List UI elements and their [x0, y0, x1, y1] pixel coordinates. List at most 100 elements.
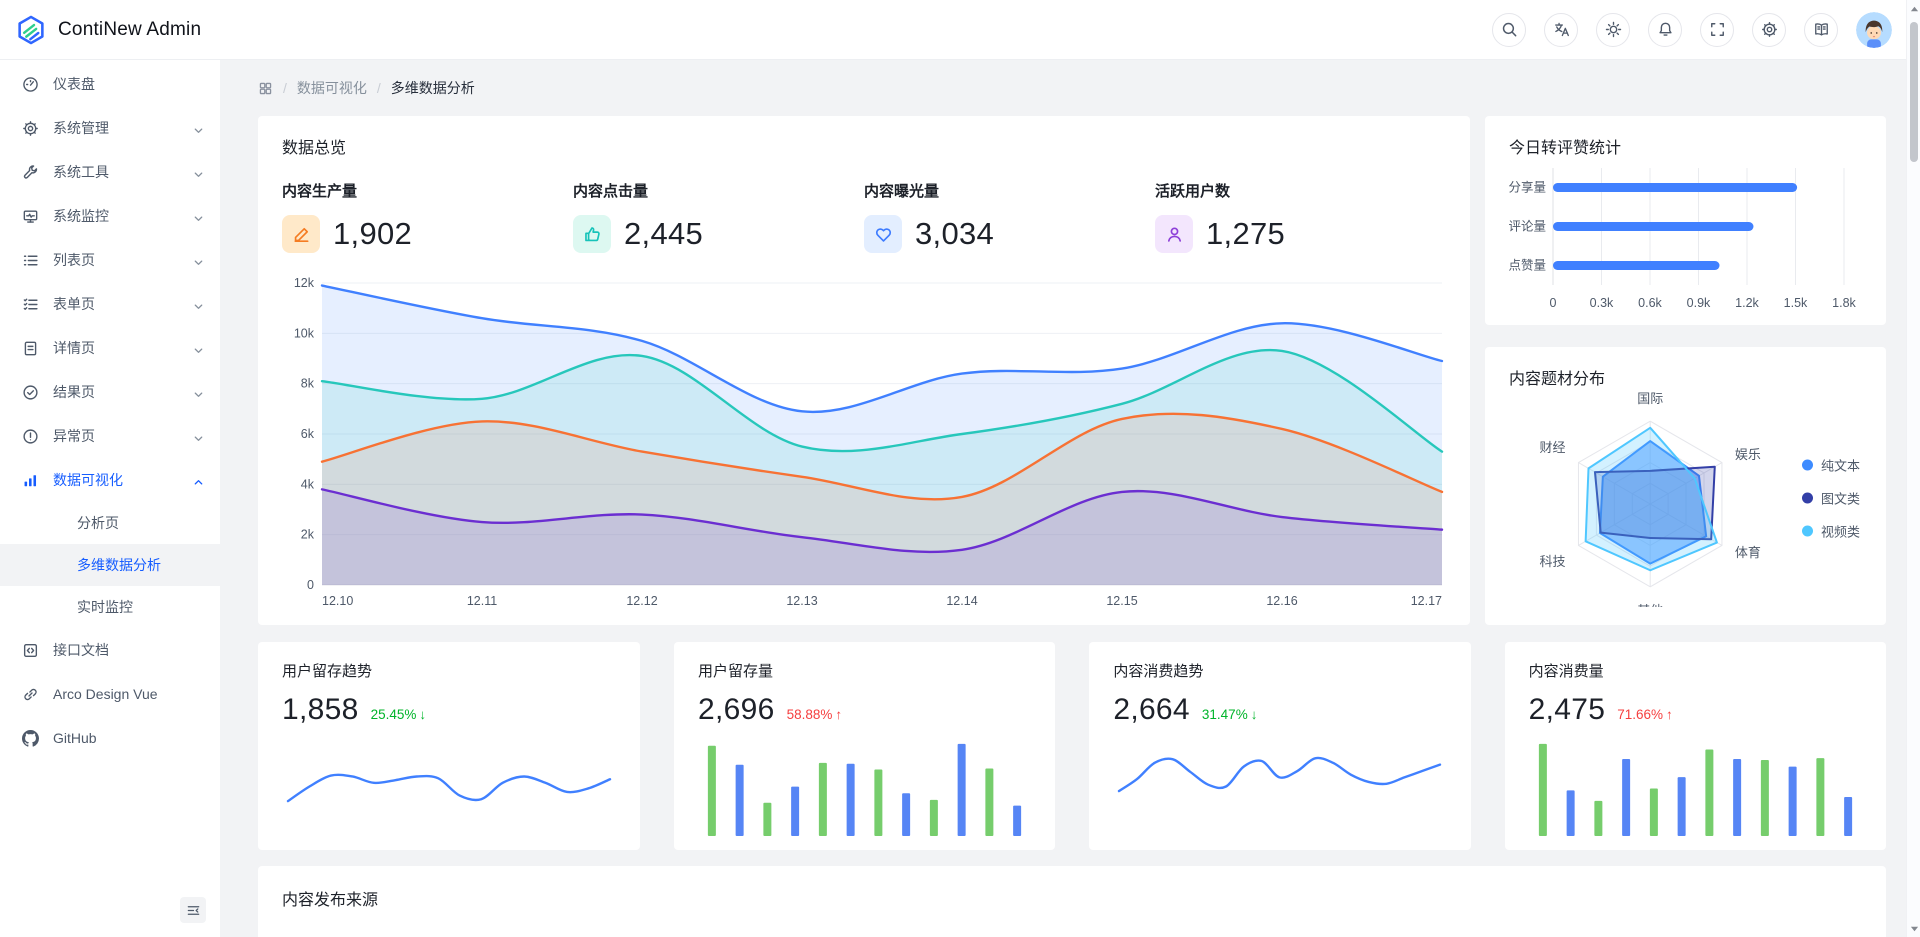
- scroll-down-arrow[interactable]: [1907, 921, 1920, 935]
- sidebar-subitem-multi-dimension-analysis[interactable]: 多维数据分析: [0, 544, 220, 586]
- svg-text:0: 0: [1550, 296, 1557, 310]
- warning-circle-icon: [22, 428, 39, 445]
- svg-text:12.15: 12.15: [1106, 594, 1137, 608]
- settings-button[interactable]: [1752, 12, 1786, 47]
- user-avatar[interactable]: [1856, 11, 1892, 48]
- svg-text:体育: 体育: [1735, 545, 1761, 560]
- legend-item[interactable]: 图文类: [1801, 489, 1860, 508]
- sidebar-item-label: 异常页: [53, 428, 95, 444]
- thumb-up-icon: [573, 215, 611, 253]
- pencil-icon: [282, 215, 320, 253]
- legend-dot-icon: [1801, 525, 1813, 537]
- theme-light-icon: [1605, 21, 1621, 38]
- chevron-down-icon: [193, 167, 204, 178]
- sidebar-item-arco-design-vue[interactable]: Arco Design Vue: [0, 672, 220, 716]
- sidebar-item-system-tools[interactable]: 系统工具: [0, 150, 220, 194]
- svg-text:12.14: 12.14: [946, 594, 977, 608]
- overview-area-chart: 0 2k 4k 6k 8k 10k 12k 12.10 12.11 12.12 12.13 12.14…: [282, 271, 1446, 613]
- sidebar-item-label: 表单页: [53, 296, 95, 312]
- sidebar-item-form-pages[interactable]: 表单页: [0, 282, 220, 326]
- stat-content-clicks: 内容点击量 2,445: [573, 180, 864, 253]
- stat-value: 2,445: [624, 216, 704, 251]
- breadcrumb-current: 多维数据分析: [390, 80, 475, 96]
- sidebar-subitem-analysis[interactable]: 分析页: [0, 502, 220, 544]
- apps-grid-icon[interactable]: [258, 81, 273, 96]
- metric-card-retention-volume: 用户留存量 2,696 58.88% ↑: [674, 642, 1056, 850]
- sidebar-item-data-visualization[interactable]: 数据可视化: [0, 458, 220, 502]
- sidebar-item-list-pages[interactable]: 列表页: [0, 238, 220, 282]
- sidebar-item-api-docs[interactable]: 接口文档: [0, 628, 220, 672]
- sidebar-subitem-realtime-monitor[interactable]: 实时监控: [0, 586, 220, 628]
- sidebar-item-label: 详情页: [53, 340, 95, 356]
- svg-text:1.8k: 1.8k: [1832, 296, 1856, 310]
- metric-card-consumption-trend: 内容消费趋势 2,664 31.47% ↓: [1089, 642, 1471, 850]
- bar-chart-icon: [22, 472, 39, 489]
- consumption-volume-bars: [1529, 737, 1862, 836]
- chevron-down-icon: [193, 123, 204, 134]
- stat-content-exposure: 内容曝光量 3,034: [864, 180, 1155, 253]
- svg-text:12.13: 12.13: [786, 594, 817, 608]
- notification-button[interactable]: [1648, 12, 1682, 47]
- metric-value: 2,696: [698, 693, 775, 726]
- sidebar-subitem-label: 分析页: [77, 515, 119, 531]
- svg-text:娱乐: 娱乐: [1735, 447, 1761, 462]
- menu-fold-icon: [187, 905, 199, 915]
- logo-area[interactable]: ContiNew Admin: [16, 15, 201, 45]
- legend-item[interactable]: 纯文本: [1801, 456, 1860, 475]
- file-icon: [22, 340, 39, 357]
- svg-text:6k: 6k: [301, 427, 315, 441]
- svg-text:4k: 4k: [301, 477, 315, 491]
- stat-value: 3,034: [915, 216, 995, 251]
- trend-up-arrow-icon: ↑: [1666, 707, 1673, 722]
- metric-card-consumption-volume: 内容消费量 2,475 71.66% ↑: [1504, 642, 1886, 850]
- sidebar-item-system-management[interactable]: 系统管理: [0, 106, 220, 150]
- sidebar-collapse-button[interactable]: [180, 897, 206, 923]
- sidebar-item-github[interactable]: GitHub: [0, 716, 220, 760]
- svg-text:0.6k: 0.6k: [1638, 296, 1662, 310]
- legend-dot-icon: [1801, 492, 1813, 504]
- radar-legend: 纯文本 图文类 视频类: [1801, 456, 1860, 541]
- list-icon: [22, 252, 39, 269]
- metric-title: 用户留存量: [698, 663, 774, 680]
- scrollbar-thumb[interactable]: [1910, 22, 1918, 162]
- sidebar-item-dashboard[interactable]: 仪表盘: [0, 62, 220, 106]
- theme-toggle-button[interactable]: [1596, 12, 1630, 47]
- scroll-up-arrow[interactable]: [1907, 2, 1920, 16]
- svg-text:1.5k: 1.5k: [1784, 296, 1808, 310]
- sidebar-item-detail-pages[interactable]: 详情页: [0, 326, 220, 370]
- docs-button[interactable]: [1804, 12, 1838, 47]
- metric-title: 内容消费量: [1528, 663, 1604, 680]
- svg-text:分享量: 分享量: [1509, 180, 1546, 195]
- stat-value: 1,275: [1206, 216, 1286, 251]
- svg-text:12.12: 12.12: [626, 594, 657, 608]
- translate-button[interactable]: [1544, 12, 1578, 47]
- sidebar-item-result-pages[interactable]: 结果页: [0, 370, 220, 414]
- sidebar-item-exception-pages[interactable]: 异常页: [0, 414, 220, 458]
- form-checklist-icon: [22, 296, 39, 313]
- dashboard-icon: [22, 76, 39, 93]
- top-bar: ContiNew Admin: [0, 0, 1920, 60]
- chevron-down-icon: [193, 431, 204, 442]
- search-button[interactable]: [1492, 12, 1526, 47]
- metric-value: 2,664: [1113, 693, 1190, 726]
- brand-logo-icon: [16, 15, 46, 45]
- svg-text:评论量: 评论量: [1509, 220, 1546, 234]
- card-title: 内容发布来源: [282, 892, 379, 909]
- breadcrumb-link[interactable]: 数据可视化: [296, 80, 367, 96]
- svg-text:国际: 国际: [1637, 391, 1663, 406]
- stat-active-users: 活跃用户数 1,275: [1155, 180, 1446, 253]
- trend-down-arrow-icon: ↓: [1250, 707, 1258, 722]
- sidebar-item-system-monitor[interactable]: 系统监控: [0, 194, 220, 238]
- legend-item[interactable]: 视频类: [1801, 522, 1860, 541]
- svg-text:0.3k: 0.3k: [1590, 296, 1614, 310]
- svg-text:0.9k: 0.9k: [1687, 296, 1711, 310]
- fullscreen-button[interactable]: [1700, 12, 1734, 47]
- svg-text:0: 0: [307, 578, 314, 592]
- svg-text:8k: 8k: [301, 377, 315, 391]
- metric-delta: 31.47% ↓: [1201, 707, 1258, 722]
- svg-text:12.17: 12.17: [1411, 594, 1442, 608]
- card-title: 今日转评赞统计: [1509, 140, 1622, 157]
- sidebar-item-label: 系统工具: [53, 164, 109, 180]
